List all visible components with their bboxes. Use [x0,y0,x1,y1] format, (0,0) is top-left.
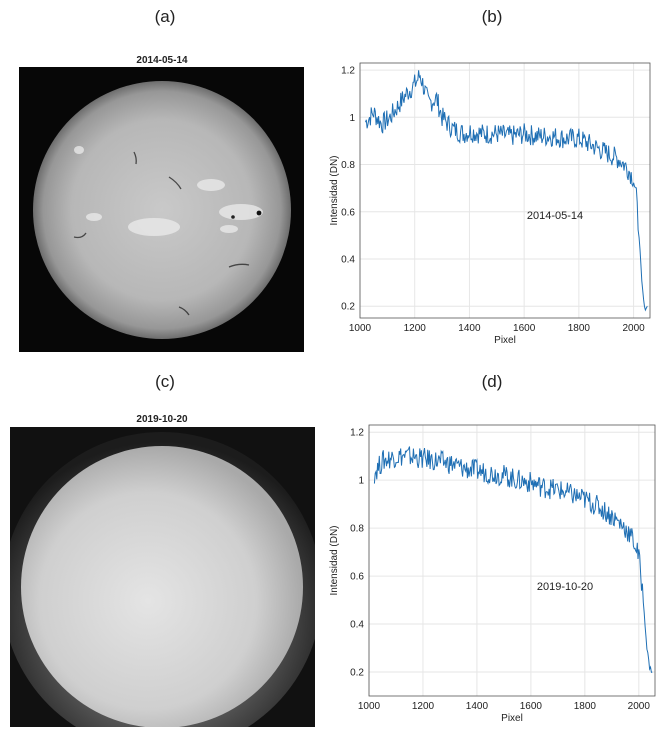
x-tick-label: 1200 [404,323,427,334]
x-tick-label: 1800 [574,701,597,712]
x-tick-label: 1000 [349,323,372,334]
chart-annotation: 2019-10-20 [537,581,593,593]
y-tick-label: 0.8 [341,160,355,171]
sun-image-2014 [19,67,304,352]
series-line [365,70,648,312]
plot-frame [359,62,651,319]
chart-annotation: 2014-05-14 [527,210,583,222]
panel-label-d: (d) [481,372,503,391]
y-tick-label: 0.6 [341,207,355,218]
image-title-bottom: 2019-10-20 [136,414,188,425]
x-tick-label: 1600 [513,323,536,334]
x-tick-label: 1400 [466,701,489,712]
x-tick-label: 2000 [622,323,645,334]
chart-b: 1000 1200 1400 1600 1800 2000 0.2 0.4 0.6 0.8 1 1.2… [325,60,657,346]
image-title-top: 2014-05-14 [136,55,188,66]
sun-image-2019 [2,427,322,732]
y-axis-label: Intensidad (DN) [329,155,340,225]
x-tick-label: 1200 [412,701,435,712]
x-axis-label: Pixel [501,713,523,724]
x-tick-label: 2000 [628,701,651,712]
chart-d-svg: 1000 1200 1400 1600 1800 2000 0.2 0.4 0.6 0.8 1 1.2… [329,424,656,724]
series-line [373,446,653,673]
x-tick-label: 1000 [358,701,381,712]
y-tick-label: 1.2 [341,66,355,77]
panel-label-a: (a) [154,7,176,26]
plot-frame [368,424,656,697]
y-tick-label: 1.2 [350,428,364,439]
chart-b-svg: 1000 1200 1400 1600 1800 2000 0.2 0.4 0.6 0.8 1 1.2… [329,62,651,346]
y-tick-label: 0.4 [341,254,355,265]
y-axis-label: Intensidad (DN) [329,525,340,595]
y-tick-label: 1 [358,476,364,487]
x-tick-label: 1600 [520,701,543,712]
panel-label-c: (c) [155,372,175,391]
x-tick-label: 1800 [568,323,591,334]
y-tick-label: 1 [349,113,355,124]
y-tick-label: 0.6 [350,572,364,583]
x-tick-label: 1400 [458,323,481,334]
chart-d: 1000 1200 1400 1600 1800 2000 0.2 0.4 0.6 0.8 1 1.2… [325,420,657,727]
y-tick-label: 0.8 [350,524,364,535]
x-axis-label: Pixel [494,335,516,345]
panel-label-b: (b) [481,7,503,26]
y-tick-label: 0.2 [350,668,364,679]
y-tick-label: 0.4 [350,620,364,631]
y-tick-label: 0.2 [341,302,355,313]
